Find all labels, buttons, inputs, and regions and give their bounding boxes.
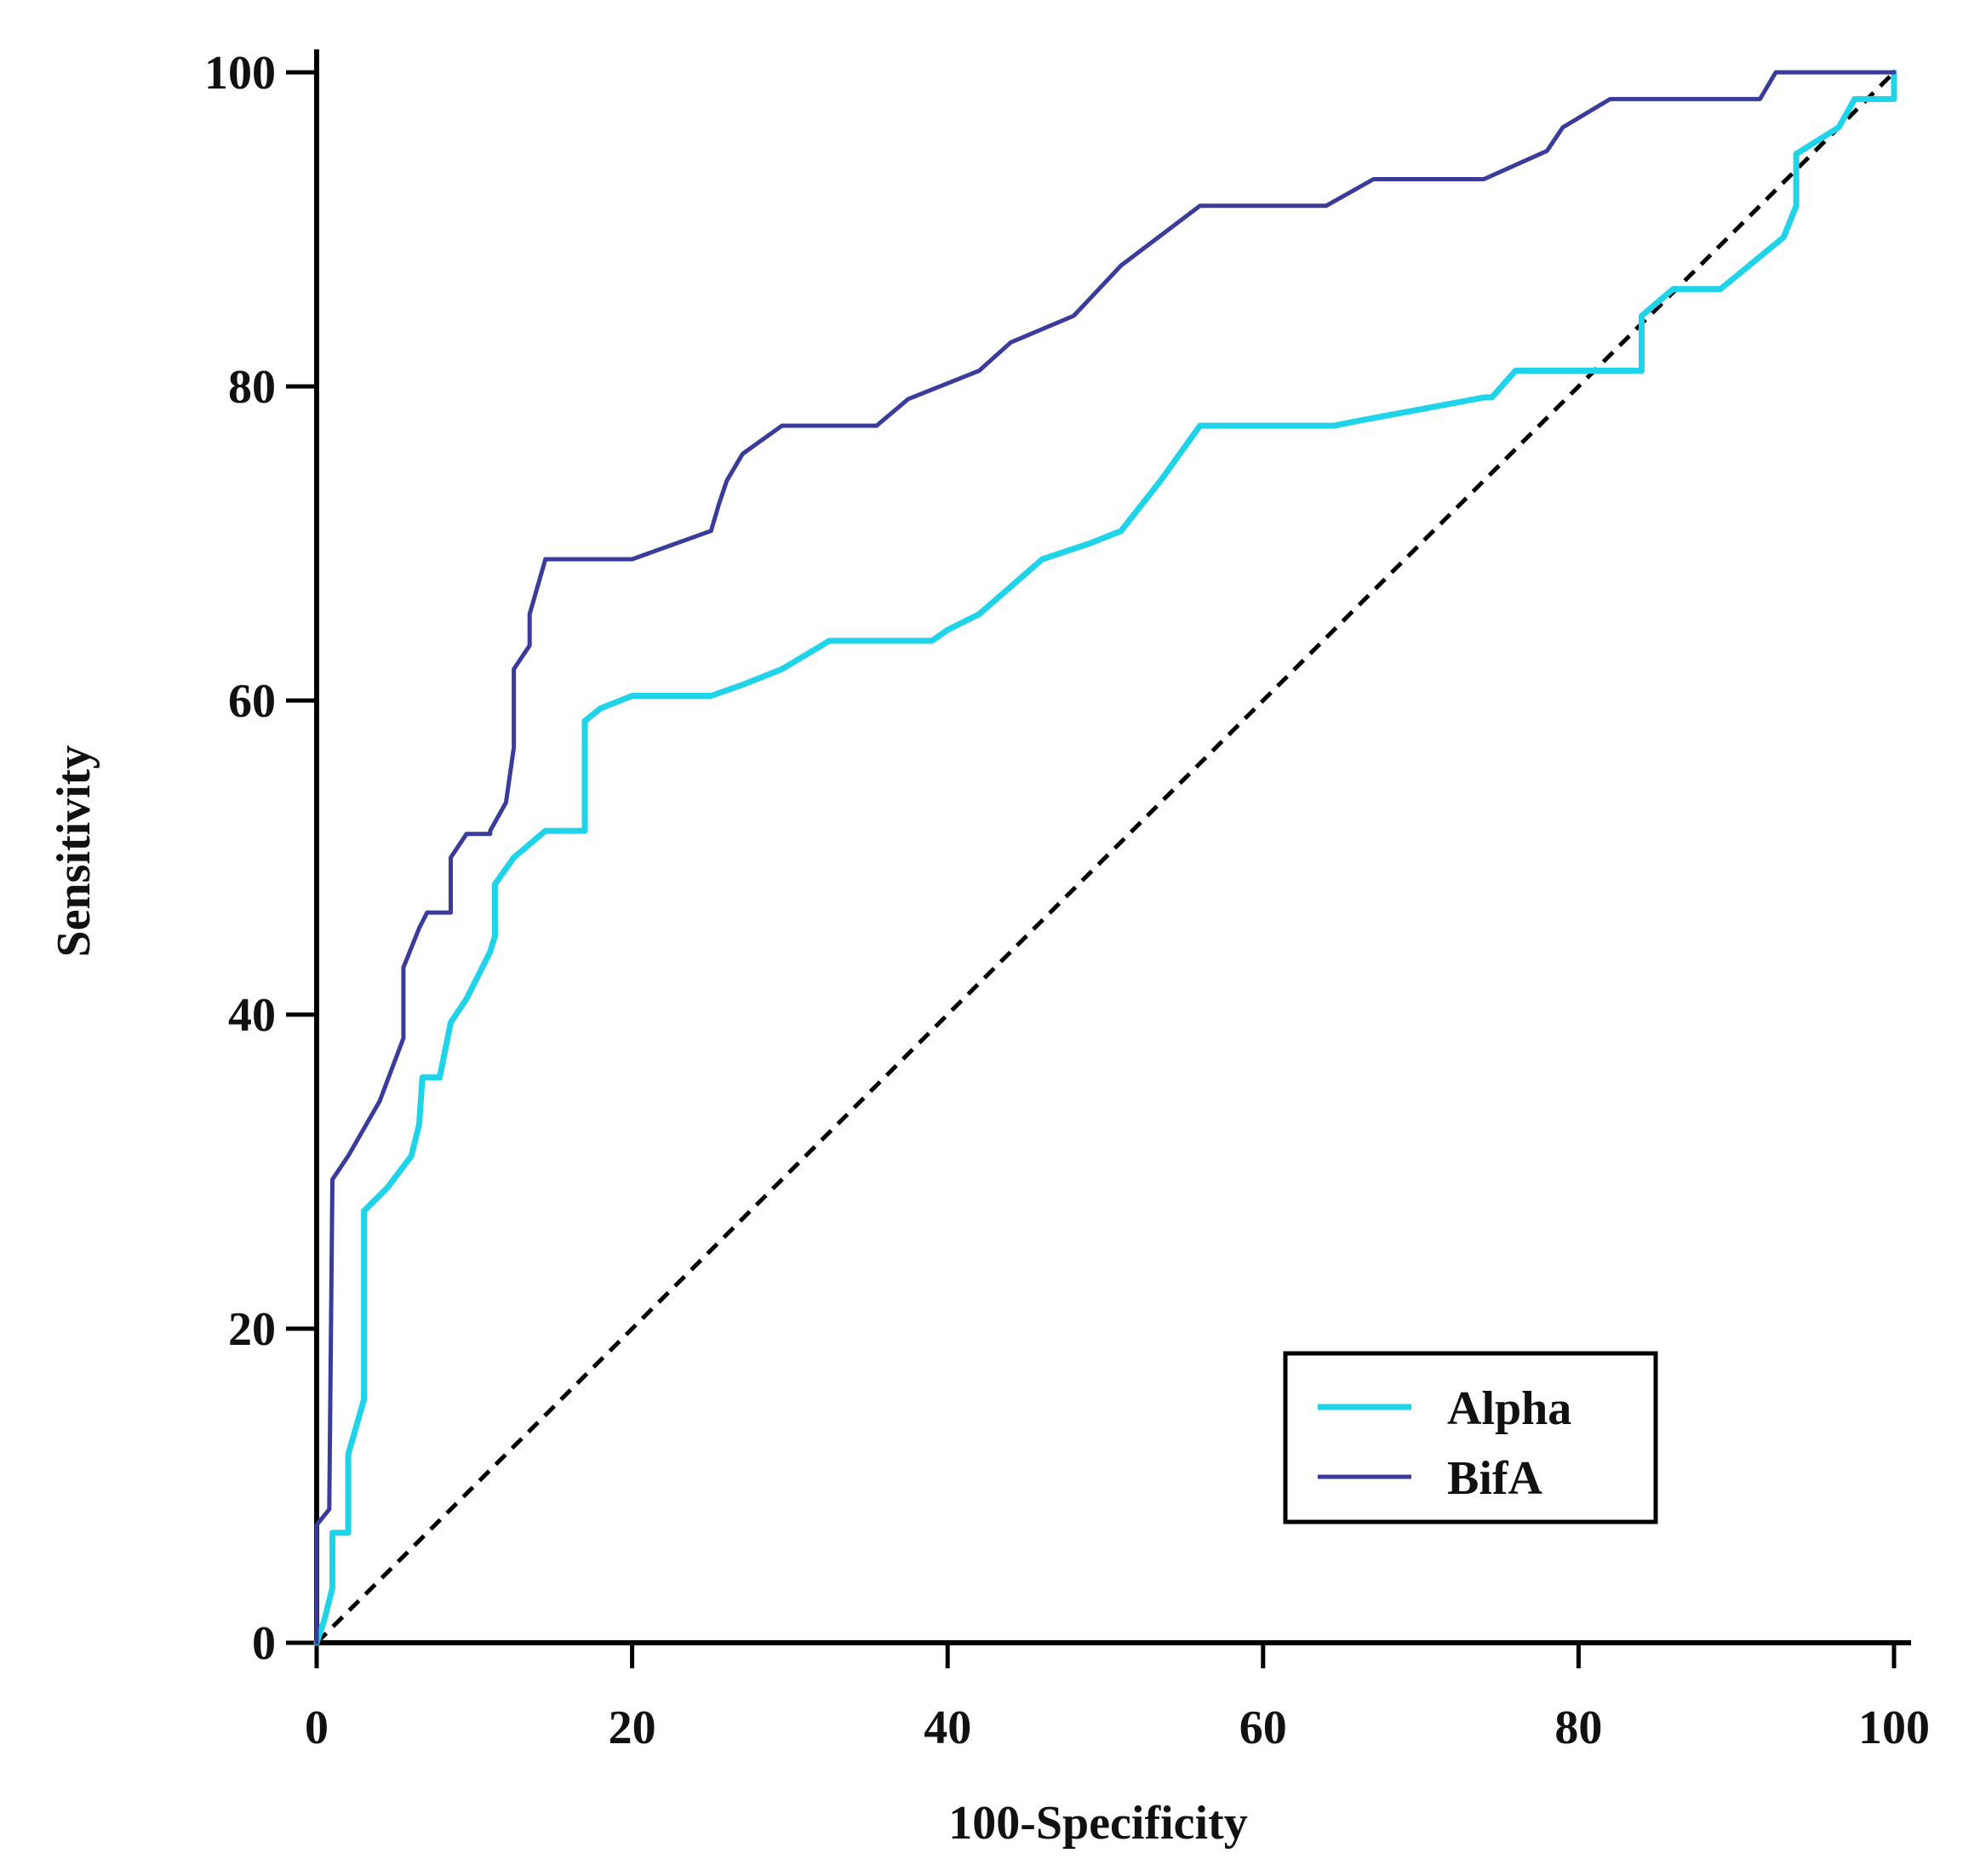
- x-tick-label: 20: [609, 1702, 656, 1754]
- x-tick-label: 0: [305, 1702, 329, 1754]
- series-line-alpha: [313, 69, 1897, 1646]
- legend-box: [1283, 1351, 1658, 1524]
- y-tick-label: 80: [228, 361, 276, 414]
- y-tick-label: 100: [204, 47, 276, 100]
- legend-label-bifa: BifA: [1447, 1452, 1543, 1505]
- x-tick-label: 40: [924, 1702, 971, 1754]
- y-tick-label: 40: [228, 989, 276, 1042]
- series-line-bifa: [314, 70, 1897, 1645]
- y-axis-title: Sensitivity: [48, 746, 100, 958]
- reference-diagonal-line: [315, 71, 1896, 1644]
- x-axis-title: 100-Specificity: [948, 1797, 1247, 1850]
- y-tick-label: 0: [252, 1617, 276, 1670]
- y-tick-label: 20: [228, 1303, 276, 1356]
- x-tick-label: 100: [1858, 1702, 1930, 1754]
- x-tick-label: 80: [1554, 1702, 1602, 1754]
- y-tick-label: 60: [228, 675, 276, 728]
- legend-label-alpha: Alpha: [1447, 1382, 1571, 1435]
- x-tick-label: 60: [1239, 1702, 1287, 1754]
